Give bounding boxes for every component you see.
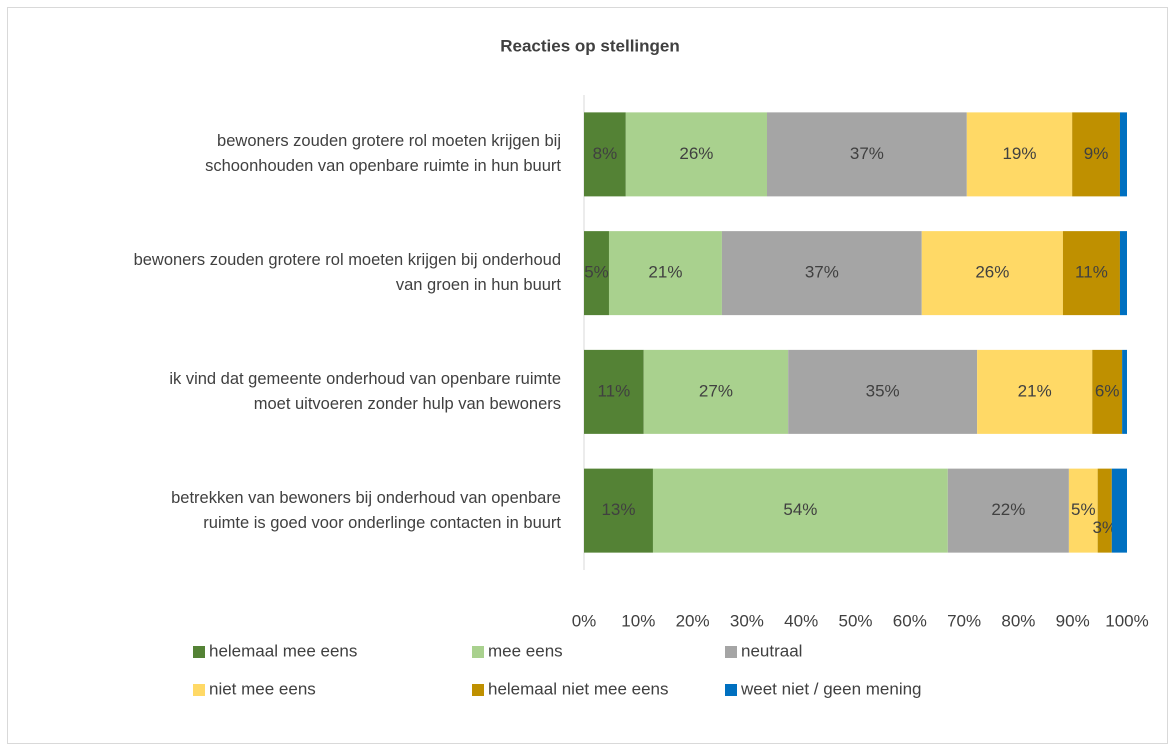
legend-swatch xyxy=(472,684,484,696)
data-label: 21% xyxy=(648,263,682,282)
bar-segment xyxy=(766,112,967,197)
data-label: 26% xyxy=(975,263,1009,282)
bar-segment xyxy=(1092,349,1123,434)
bar-segment xyxy=(947,468,1069,553)
bar-segment xyxy=(1119,112,1127,197)
data-label: 9% xyxy=(1084,144,1109,163)
data-label: 5% xyxy=(1071,500,1096,519)
data-label: 27% xyxy=(699,381,733,400)
category-label: bewoners zouden grotere rol moeten krijg… xyxy=(133,251,561,295)
bar-segment xyxy=(584,468,653,553)
bar-segment xyxy=(643,349,789,434)
data-label: 13% xyxy=(601,500,635,519)
bar-segment xyxy=(584,112,626,197)
bar-segment xyxy=(1062,231,1120,316)
bar-segment xyxy=(608,231,722,316)
data-label: 54% xyxy=(783,500,817,519)
category-label: bewoners zouden grotere rol moeten krijg… xyxy=(205,132,561,176)
data-label: 5% xyxy=(584,263,609,282)
x-tick-label: 10% xyxy=(621,611,655,630)
data-label: 22% xyxy=(991,500,1025,519)
x-tick-label: 80% xyxy=(1001,611,1035,630)
data-label: 37% xyxy=(805,263,839,282)
bar-segment xyxy=(1111,468,1127,553)
data-label: 6% xyxy=(1095,381,1120,400)
data-label: 11% xyxy=(597,381,630,400)
x-tick-label: 20% xyxy=(676,611,710,630)
legend-label: niet mee eens xyxy=(209,679,316,698)
x-tick-label: 40% xyxy=(784,611,818,630)
x-tick-label: 30% xyxy=(730,611,764,630)
data-label: 3% xyxy=(1092,518,1117,537)
x-tick-label: 60% xyxy=(893,611,927,630)
bar-segment xyxy=(1072,112,1120,197)
bar-segment xyxy=(1119,231,1127,316)
legend-swatch xyxy=(725,684,737,696)
bar-segment xyxy=(584,349,644,434)
bar-segment xyxy=(977,349,1093,434)
legend-swatch xyxy=(193,684,205,696)
bar-segment xyxy=(1097,468,1112,553)
bar-segment xyxy=(788,349,978,434)
category-label: ik vind dat gemeente onderhoud van openb… xyxy=(169,369,561,413)
bar-segment xyxy=(721,231,922,316)
data-label: 37% xyxy=(850,144,884,163)
data-label: 35% xyxy=(866,381,900,400)
bar-segment xyxy=(584,231,609,316)
x-tick-label: 90% xyxy=(1056,611,1090,630)
legend-label: neutraal xyxy=(741,641,802,660)
legend-label: helemaal mee eens xyxy=(209,641,357,660)
data-label: 11% xyxy=(1075,263,1108,282)
legend-swatch xyxy=(193,646,205,658)
x-tick-label: 0% xyxy=(572,611,597,630)
bar-segment xyxy=(921,231,1063,316)
x-tick-label: 100% xyxy=(1105,611,1148,630)
bar-segment xyxy=(625,112,767,197)
category-label: betrekken van bewoners bij onderhoud van… xyxy=(171,488,561,532)
chart-title: Reacties op stellingen xyxy=(500,36,680,55)
x-tick-label: 70% xyxy=(947,611,981,630)
legend-label: helemaal niet mee eens xyxy=(488,679,669,698)
data-label: 26% xyxy=(679,144,713,163)
legend-swatch xyxy=(472,646,484,658)
data-label: 19% xyxy=(1002,144,1036,163)
data-label: 8% xyxy=(593,144,618,163)
bar-segment xyxy=(1122,349,1127,434)
legend-swatch xyxy=(725,646,737,658)
data-label: 21% xyxy=(1018,381,1052,400)
bar-segment xyxy=(1068,468,1098,553)
bar-segment xyxy=(652,468,948,553)
legend-label: mee eens xyxy=(488,641,563,660)
x-tick-label: 50% xyxy=(838,611,872,630)
bar-segment xyxy=(966,112,1073,197)
legend-label: weet niet / geen mening xyxy=(740,679,922,698)
